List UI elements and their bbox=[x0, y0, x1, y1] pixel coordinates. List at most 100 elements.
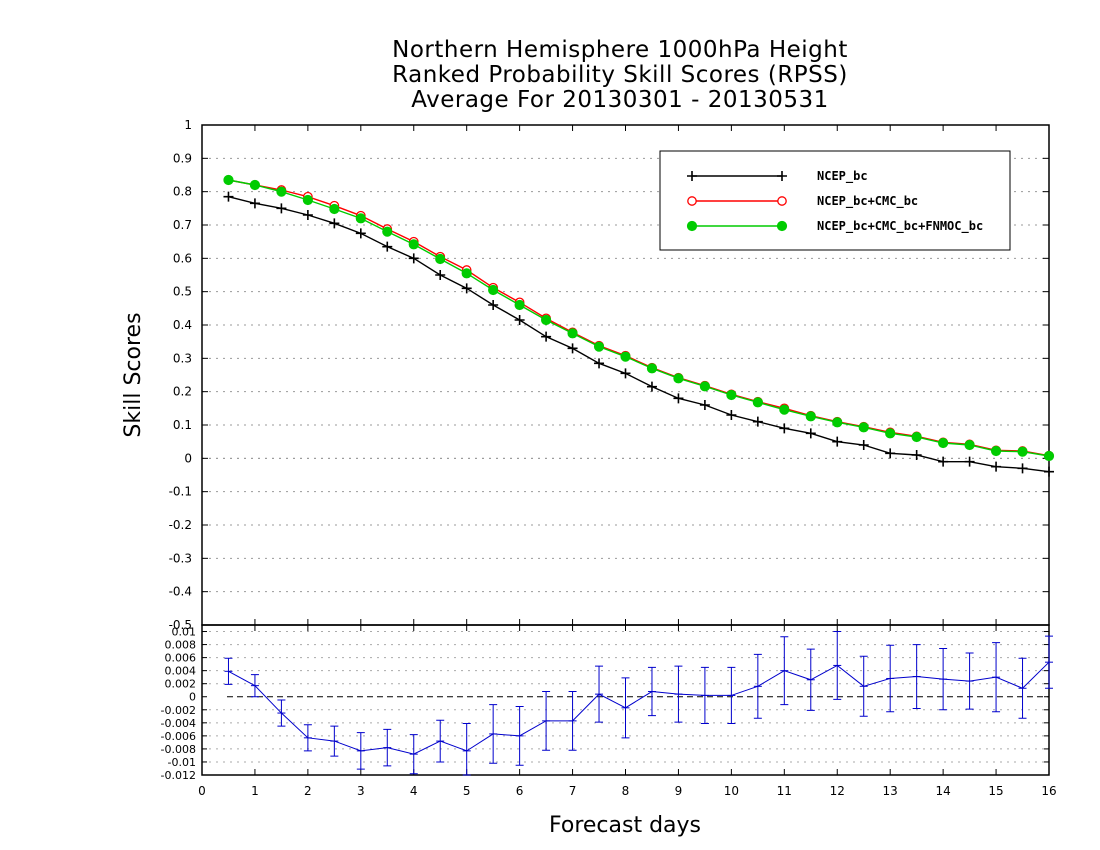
upper-y-tick-label: -0.2 bbox=[169, 518, 192, 532]
lower-y-tick-label: -0.01 bbox=[168, 756, 196, 769]
filled-circle-marker bbox=[540, 314, 552, 326]
filled-circle-marker bbox=[276, 186, 287, 197]
x-tick-label: 10 bbox=[724, 784, 739, 798]
plus-marker bbox=[911, 450, 922, 460]
plus-marker bbox=[673, 393, 684, 404]
plus-marker bbox=[276, 203, 287, 214]
lower-y-tick-label: -0.004 bbox=[161, 717, 196, 730]
filled-circle-marker bbox=[223, 174, 234, 186]
lower-y-tick-label: 0.01 bbox=[172, 626, 197, 639]
upper-y-tick-label: 0.9 bbox=[173, 151, 192, 165]
upper-y-tick-label: 0 bbox=[184, 451, 192, 465]
legend-item: NCEP_bc+CMC_bc bbox=[687, 194, 918, 209]
chart-title: Northern Hemisphere 1000hPa Height Ranke… bbox=[0, 38, 1100, 113]
filled-circle-marker bbox=[382, 226, 393, 237]
x-tick-label: 11 bbox=[777, 784, 792, 798]
filled-circle-marker bbox=[461, 268, 472, 279]
legend-label: NCEP_bc+CMC_bc bbox=[817, 194, 918, 209]
filled-circle-marker bbox=[832, 417, 843, 428]
upper-y-tick-label: 0.8 bbox=[173, 185, 192, 199]
lower-series-group bbox=[224, 631, 1053, 776]
upper-y-tick-label: 0.4 bbox=[173, 318, 192, 332]
filled-circle-marker bbox=[858, 422, 869, 433]
plus-marker bbox=[488, 300, 499, 310]
plus-marker bbox=[964, 456, 975, 467]
x-tick-label: 12 bbox=[830, 784, 845, 798]
upper-grid bbox=[202, 157, 1049, 593]
plus-marker bbox=[832, 436, 843, 447]
plus-marker bbox=[858, 440, 869, 450]
filled-circle-marker bbox=[1043, 450, 1055, 462]
filled-circle-marker bbox=[488, 284, 499, 296]
x-tick-label: 16 bbox=[1041, 784, 1056, 798]
upper-y-tick-label: -0.3 bbox=[169, 551, 192, 565]
plus-marker bbox=[382, 241, 393, 252]
filled-circle-marker bbox=[726, 389, 737, 401]
title-line-3: Average For 20130301 - 20130531 bbox=[411, 87, 829, 113]
plus-marker bbox=[541, 331, 552, 342]
lower-y-tick-label: -0.006 bbox=[161, 730, 196, 743]
legend-label: NCEP_bc+CMC_bc+FNMOC_bc bbox=[817, 219, 983, 234]
plus-marker bbox=[461, 283, 472, 294]
lower-y-tick-label: 0.004 bbox=[165, 665, 197, 678]
title-line-1: Northern Hemisphere 1000hPa Height bbox=[392, 37, 848, 63]
filled-circle-marker bbox=[1017, 446, 1028, 457]
x-tick-label: 1 bbox=[251, 784, 259, 798]
upper-y-tick-label: 0.6 bbox=[173, 251, 192, 265]
filled-circle-marker bbox=[964, 439, 975, 451]
plus-marker bbox=[329, 218, 340, 229]
plus-marker bbox=[302, 210, 313, 220]
filled-circle-marker bbox=[911, 431, 922, 443]
filled-circle-marker bbox=[329, 203, 340, 215]
upper-series-group bbox=[223, 174, 1055, 477]
filled-circle-marker bbox=[990, 445, 1002, 457]
lower-y-tick-label: -0.008 bbox=[161, 743, 196, 756]
plus-marker bbox=[805, 428, 816, 439]
series-0 bbox=[223, 191, 1054, 477]
upper-y-tick-label: -0.4 bbox=[169, 585, 192, 599]
filled-circle-marker bbox=[805, 411, 816, 422]
plus-marker bbox=[249, 198, 260, 209]
filled-circle-marker bbox=[779, 404, 790, 415]
lower-y-tick-label: 0.006 bbox=[165, 652, 197, 665]
upper-y-axis: 1 0.9 0.8 0.7 0.6 0.5 0.4 0.3 0.2 0.1 0 -0.1 -0.2 -0.… bbox=[169, 118, 1049, 632]
filled-circle-marker bbox=[686, 220, 698, 232]
filled-circle-marker bbox=[249, 179, 261, 191]
x-tick-label: 8 bbox=[622, 784, 630, 798]
lower-y-tick-label: 0.002 bbox=[165, 678, 197, 691]
plus-marker bbox=[777, 171, 787, 181]
y-axis-title: Skill Scores bbox=[121, 312, 146, 437]
upper-y-tick-label: 0.1 bbox=[173, 418, 192, 432]
plus-marker bbox=[408, 253, 419, 264]
upper-y-tick-label: 0.2 bbox=[173, 385, 192, 399]
filled-circle-marker bbox=[673, 373, 684, 384]
upper-y-tick-label: -0.1 bbox=[169, 485, 192, 499]
plus-marker bbox=[938, 456, 949, 467]
lower-y-tick-label: 0.008 bbox=[165, 639, 197, 652]
plus-marker bbox=[620, 368, 631, 379]
x-tick-label: 14 bbox=[935, 784, 950, 798]
legend-item: NCEP_bc bbox=[687, 169, 868, 184]
filled-circle-marker bbox=[646, 363, 658, 374]
error-bar bbox=[462, 722, 471, 776]
plus-marker bbox=[435, 270, 446, 280]
x-tick-label: 4 bbox=[410, 784, 418, 798]
x-tick-label: 2 bbox=[304, 784, 312, 798]
legend-item: NCEP_bc+CMC_bc+FNMOC_bc bbox=[686, 219, 983, 234]
plus-marker bbox=[1017, 463, 1028, 474]
plus-marker bbox=[752, 416, 763, 427]
legend-label: NCEP_bc bbox=[817, 169, 868, 184]
upper-y-tick-label: 0.7 bbox=[173, 218, 192, 232]
x-tick-label: 0 bbox=[198, 784, 206, 798]
title-line-2: Ranked Probability Skill Scores (RPSS) bbox=[392, 62, 848, 88]
plus-marker bbox=[223, 191, 234, 202]
lower-y-tick-label: -0.002 bbox=[161, 704, 196, 717]
plus-marker bbox=[687, 171, 697, 181]
filled-circle-marker bbox=[885, 428, 896, 439]
plus-marker bbox=[594, 358, 605, 369]
upper-y-tick-label: 0.3 bbox=[173, 351, 192, 365]
filled-circle-marker bbox=[408, 239, 419, 250]
upper-y-tick-label: -0.5 bbox=[169, 618, 192, 632]
lower-y-tick-label: 0 bbox=[189, 691, 196, 704]
